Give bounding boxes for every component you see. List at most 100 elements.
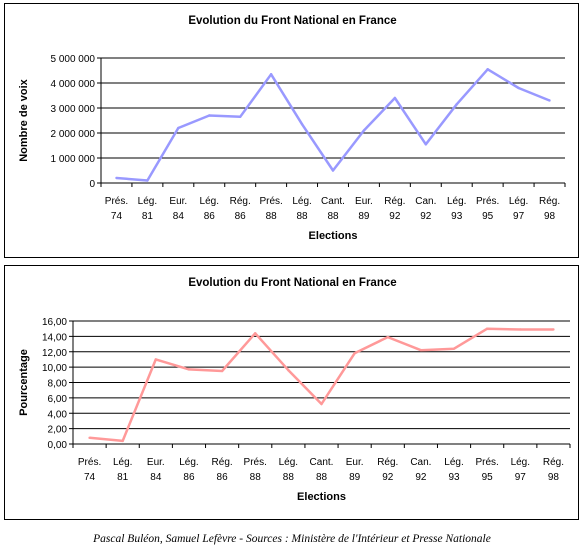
y-tick-label: 4,00 xyxy=(48,409,68,420)
x-tick-label: Lég. xyxy=(511,457,530,468)
x-tick-label: Can. xyxy=(410,457,431,468)
x-tick-label-year: 81 xyxy=(117,472,129,483)
x-tick-label: Prés. xyxy=(78,457,101,468)
y-tick-label: 8,00 xyxy=(48,379,68,390)
x-tick-label-year: 74 xyxy=(111,211,123,222)
x-tick-label: Prés. xyxy=(475,457,498,468)
x-tick-label: Lég. xyxy=(200,196,219,207)
x-tick-label: Rég. xyxy=(230,196,251,207)
data-point xyxy=(88,436,91,440)
x-tick-label: Prés. xyxy=(105,196,128,207)
x-tick-label-year: 86 xyxy=(204,211,216,222)
x-tick-label-year: 86 xyxy=(217,472,229,483)
data-point xyxy=(177,126,180,130)
x-tick-label-year: 74 xyxy=(84,472,96,483)
x-tick-label: Lég. xyxy=(509,196,528,207)
data-point xyxy=(300,123,304,126)
x-tick-label: Prés. xyxy=(476,196,499,207)
x-tick-label-year: 88 xyxy=(266,211,278,222)
data-point xyxy=(220,369,224,373)
x-tick-label-year: 86 xyxy=(235,211,247,222)
x-tick-label-year: 98 xyxy=(544,211,556,222)
x-axis-title: Elections xyxy=(297,491,346,503)
data-point xyxy=(331,169,335,172)
y-tick-label: 3 000 000 xyxy=(51,104,96,115)
x-tick-label-year: 88 xyxy=(297,211,309,222)
x-tick-label-year: 84 xyxy=(173,211,185,222)
x-tick-label: Rég. xyxy=(384,196,405,207)
x-tick-label: Cant. xyxy=(321,196,345,207)
x-tick-label: Can. xyxy=(415,196,436,207)
data-point xyxy=(121,439,124,443)
x-tick-label: Eur. xyxy=(355,196,373,207)
series-line xyxy=(89,327,554,443)
x-tick-label-year: 88 xyxy=(283,472,295,483)
y-tick-label: 0 xyxy=(89,179,95,190)
x-tick-label: Lég. xyxy=(113,457,132,468)
data-point xyxy=(548,99,551,102)
y-tick-label: 14,00 xyxy=(42,332,67,343)
data-point xyxy=(452,347,456,350)
x-tick-label: Prés. xyxy=(244,457,267,468)
y-tick-label: 10,00 xyxy=(42,363,67,374)
x-tick-label: Lég. xyxy=(138,196,157,207)
x-tick-label: Lég. xyxy=(179,457,198,468)
x-tick-label-year: 84 xyxy=(150,472,162,483)
x-tick-label: Lég. xyxy=(279,457,298,468)
x-tick-label-year: 92 xyxy=(420,211,432,222)
x-tick-label-year: 98 xyxy=(548,472,560,483)
data-point xyxy=(419,349,423,352)
data-point xyxy=(154,358,158,361)
y-axis-title: Nombre de voix xyxy=(18,78,30,161)
y-tick-label: 4 000 000 xyxy=(51,79,96,90)
y-tick-label: 2 000 000 xyxy=(51,129,96,140)
y-tick-label: 12,00 xyxy=(42,348,67,359)
x-tick-label-year: 92 xyxy=(382,472,394,483)
x-tick-label: Eur. xyxy=(169,196,187,207)
data-point xyxy=(424,143,427,146)
data-point xyxy=(362,129,366,132)
chart-pourcentage: Evolution du Front National en France 0,0… xyxy=(18,277,571,503)
x-tick-label: Cant. xyxy=(310,457,334,468)
data-point xyxy=(455,103,458,106)
x-tick-label: Lég. xyxy=(447,196,466,207)
x-tick-label: Rég. xyxy=(212,457,233,468)
data-point xyxy=(552,328,555,331)
x-tick-label-year: 92 xyxy=(415,472,427,483)
data-point xyxy=(239,115,242,118)
x-tick-label-year: 93 xyxy=(448,472,460,483)
x-tick-label: Rég. xyxy=(377,457,398,468)
x-tick-label: Lég. xyxy=(444,457,463,468)
data-point xyxy=(269,73,273,76)
x-tick-label-year: 88 xyxy=(250,472,262,483)
x-tick-label-year: 93 xyxy=(451,211,463,222)
data-point xyxy=(287,369,290,372)
data-point xyxy=(519,328,522,331)
x-tick-label-year: 89 xyxy=(349,472,361,483)
x-tick-label-year: 95 xyxy=(482,211,494,222)
y-tick-label: 2,00 xyxy=(48,425,68,436)
x-tick-label-year: 88 xyxy=(316,472,328,483)
data-point xyxy=(393,96,397,100)
x-tick-label-year: 81 xyxy=(142,211,154,222)
x-tick-label: Rég. xyxy=(543,457,564,468)
x-tick-label-year: 95 xyxy=(482,472,494,483)
data-point xyxy=(187,368,191,371)
chart-title: Evolution du Front National en France xyxy=(188,277,396,289)
x-tick-label: Eur. xyxy=(147,457,165,468)
x-tick-label: Prés. xyxy=(259,196,282,207)
data-point xyxy=(208,114,211,117)
x-tick-label-year: 92 xyxy=(389,211,401,222)
y-tick-label: 16,00 xyxy=(42,317,67,328)
source-footer: Pascal Buléon, Samuel Lefèvre - Sources … xyxy=(93,533,491,545)
x-tick-label-year: 88 xyxy=(327,211,339,222)
x-tick-label: Eur. xyxy=(346,457,364,468)
data-point xyxy=(146,179,149,182)
x-tick-label: Rég. xyxy=(539,196,560,207)
y-tick-label: 1 000 000 xyxy=(51,154,96,165)
data-point xyxy=(254,332,257,335)
y-tick-label: 6,00 xyxy=(48,394,68,405)
data-point xyxy=(485,327,489,330)
x-tick-label-year: 86 xyxy=(183,472,195,483)
y-tick-label: 0,00 xyxy=(48,440,68,451)
